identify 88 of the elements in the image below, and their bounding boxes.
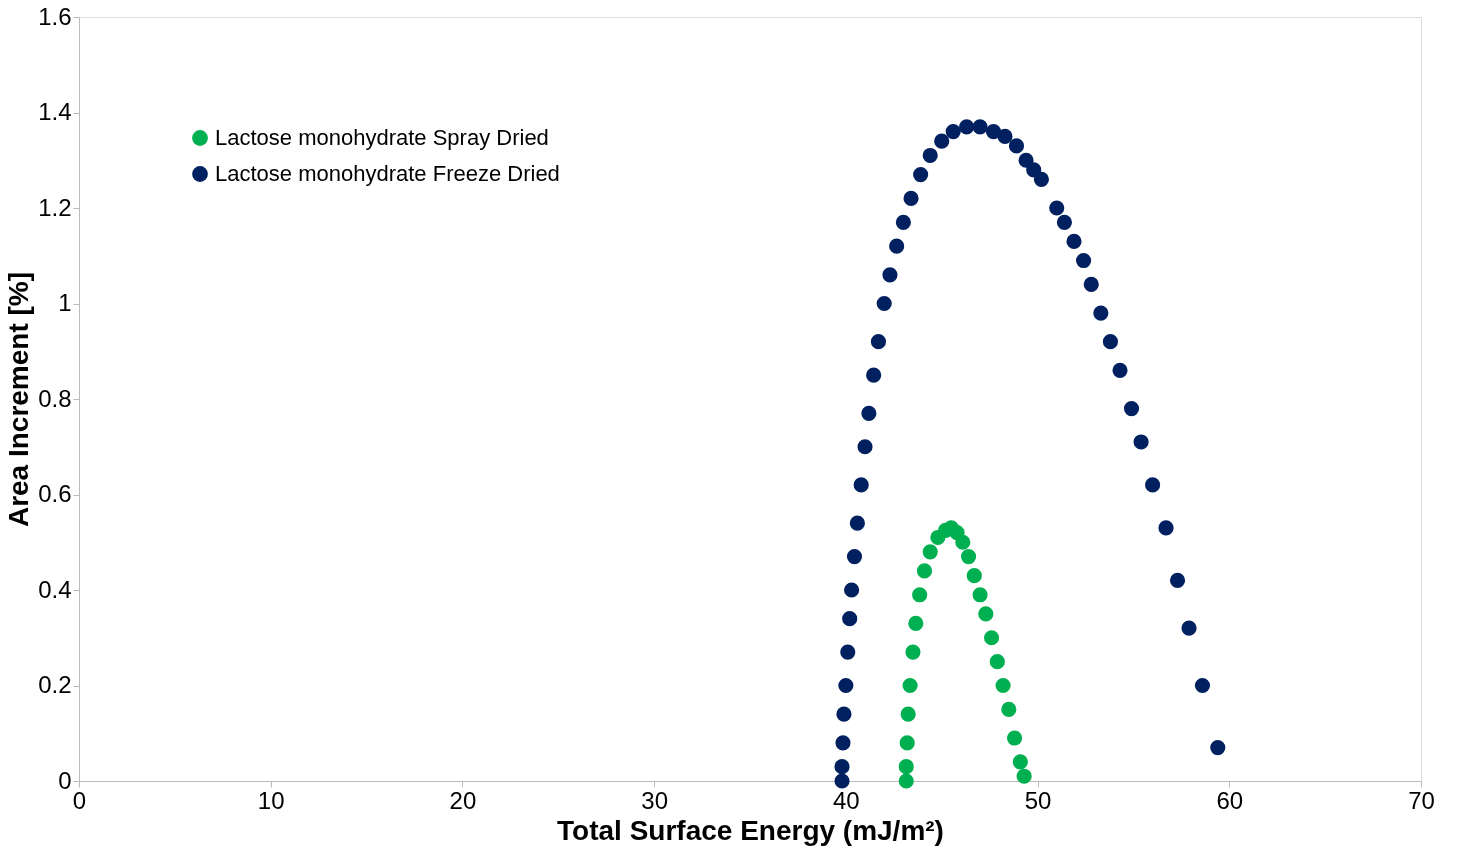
point [972,587,988,603]
point [1102,334,1119,350]
point [844,582,860,598]
point [889,238,905,254]
point [895,214,911,230]
point [983,630,1000,646]
point [912,587,928,603]
point [955,534,971,550]
point [1181,620,1197,636]
x-tick-label: 30 [641,786,668,814]
point [899,735,915,751]
point [922,544,938,560]
point [1016,768,1032,784]
point [966,568,982,584]
point [1001,701,1017,717]
x-tick-label: 60 [1216,786,1244,814]
point [1123,400,1140,417]
point [916,563,933,579]
x-tick-label: 70 [1408,786,1435,814]
y-axis-title: Area Increment [%] [3,271,35,528]
point [959,119,975,135]
y-tick-label: 0.2 [38,671,72,698]
y-tick-label: 0 [58,766,72,794]
legend-label: Lactose monohydrate Freeze Dried [215,161,560,186]
point [898,773,914,789]
point [989,654,1005,670]
point [1083,276,1099,292]
y-tick-label: 1.2 [38,193,72,221]
point [995,677,1011,694]
point [870,334,887,350]
x-tick-label: 10 [257,786,285,814]
point [1006,730,1023,746]
point [835,735,851,751]
point [1169,572,1186,589]
x-axis-title: Total Surface Energy (mJ/m²) [557,814,944,846]
y-tick-label: 0.6 [38,480,72,507]
y-tick-label: 0.8 [38,384,72,412]
point [1210,740,1226,756]
point [1133,434,1149,450]
point [882,267,898,283]
x-tick-label: 50 [1024,786,1052,814]
point [913,167,929,183]
x-tick-label: 20 [449,786,477,814]
point [1012,754,1028,770]
point [1093,305,1109,321]
point [985,124,1002,140]
point [861,405,877,421]
point [960,549,977,565]
point [1194,677,1211,694]
point [934,133,950,149]
y-tick-label: 1.6 [38,2,72,30]
point [902,677,918,694]
point [1008,138,1025,154]
point [1112,362,1128,378]
point [945,124,961,140]
point [846,549,863,565]
point [905,644,921,660]
point [972,119,988,135]
point [840,644,856,660]
y-tick-label: 1 [58,289,72,316]
point [842,611,858,627]
point [903,190,919,207]
point [834,759,850,775]
point [838,677,854,694]
point [908,615,924,631]
point [997,128,1013,144]
y-tick-label: 1.4 [38,98,72,125]
y-tick-label: 0.4 [38,575,72,603]
point [922,147,938,164]
point [1158,520,1174,536]
point [1049,200,1065,216]
point [849,515,865,531]
point [857,439,873,455]
point [876,295,892,312]
point [866,367,882,383]
point [900,706,916,722]
point [898,759,914,775]
point [1076,252,1092,269]
point [834,773,850,789]
point [1066,233,1082,249]
point [1056,214,1072,230]
point [1145,477,1161,493]
point [853,477,869,493]
legend-label: Lactose monohydrate Spray Dried [215,125,549,150]
point [1033,171,1049,187]
point [836,706,852,722]
point [978,606,994,622]
x-tick-label: 40 [833,786,860,814]
